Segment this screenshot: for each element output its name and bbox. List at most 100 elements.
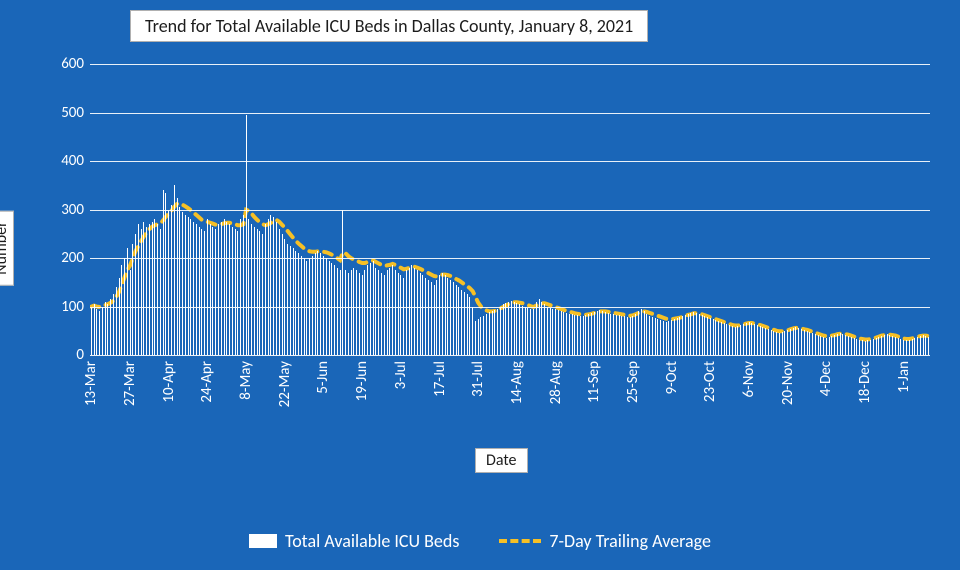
bar — [732, 326, 733, 355]
bar — [823, 337, 824, 355]
bar — [649, 316, 650, 355]
bar — [182, 212, 183, 355]
bar — [685, 315, 686, 355]
bar — [865, 341, 866, 355]
bar — [188, 217, 189, 355]
bar — [713, 319, 714, 355]
bar — [693, 312, 694, 355]
x-tick-label: 10-Apr — [160, 361, 178, 403]
bar — [779, 333, 780, 355]
legend-bar-label: Total Available ICU Beds — [285, 530, 459, 552]
bar — [340, 270, 341, 355]
bar — [599, 310, 600, 355]
bar — [754, 324, 755, 355]
bar — [492, 311, 493, 355]
bar — [472, 307, 473, 355]
bar — [925, 336, 926, 355]
bar — [707, 317, 708, 355]
bar — [837, 334, 838, 355]
bar — [610, 314, 611, 355]
bar — [201, 229, 202, 355]
bar — [663, 321, 664, 355]
bar — [323, 256, 324, 355]
bar — [867, 340, 868, 355]
bar — [434, 285, 435, 355]
bar — [580, 316, 581, 355]
bar — [818, 335, 819, 355]
bar — [464, 292, 465, 355]
bar — [91, 307, 92, 355]
bar — [533, 309, 534, 355]
y-tick-label: 100 — [61, 298, 84, 316]
bar — [735, 327, 736, 355]
x-tick-label: 24-Apr — [198, 361, 216, 403]
bar — [218, 224, 219, 355]
bar — [273, 217, 274, 355]
bar — [516, 303, 517, 355]
x-tick-label: 31-Jul — [469, 361, 487, 397]
bar — [519, 304, 520, 355]
bar — [749, 322, 750, 355]
bar — [583, 316, 584, 355]
bar — [422, 275, 423, 355]
bar — [475, 321, 476, 355]
bar — [503, 304, 504, 355]
bar — [884, 335, 885, 355]
y-tick-label: 600 — [61, 55, 84, 73]
bar — [406, 270, 407, 355]
bar — [226, 222, 227, 355]
bar — [480, 317, 481, 355]
x-tick-label: 20-Nov — [779, 361, 797, 405]
bar — [141, 229, 142, 355]
bar — [721, 322, 722, 355]
bar — [585, 315, 586, 355]
bar — [348, 273, 349, 355]
y-tick-label: 500 — [61, 104, 84, 122]
bar — [859, 340, 860, 356]
bar — [790, 329, 791, 355]
bar — [525, 307, 526, 355]
bar — [262, 234, 263, 355]
bar — [229, 224, 230, 355]
bar — [287, 244, 288, 355]
bar — [594, 312, 595, 355]
bar — [94, 304, 95, 355]
x-tick-label: 11-Sep — [585, 361, 603, 403]
bar — [652, 317, 653, 355]
gridline — [90, 210, 930, 211]
bar — [138, 224, 139, 355]
bar — [400, 275, 401, 355]
bar — [511, 301, 512, 355]
bar — [544, 304, 545, 355]
bar — [257, 229, 258, 355]
bar — [478, 319, 479, 355]
bar — [381, 273, 382, 355]
bar — [450, 280, 451, 355]
bar — [826, 338, 827, 355]
legend-line-label: 7-Day Trailing Average — [549, 530, 711, 552]
bar — [395, 270, 396, 355]
chart-title: Trend for Total Available ICU Beds in Da… — [130, 10, 648, 42]
x-tick-label: 22-May — [276, 361, 294, 407]
bar — [99, 311, 100, 355]
chart-container: Trend for Total Available ICU Beds in Da… — [0, 0, 960, 570]
bar — [889, 335, 890, 355]
bar — [295, 251, 296, 355]
bar — [497, 309, 498, 355]
bar — [483, 316, 484, 355]
y-axis-label: Number — [0, 210, 14, 285]
bar — [431, 282, 432, 355]
bar — [268, 219, 269, 355]
bar — [682, 316, 683, 355]
bar — [644, 311, 645, 355]
bar — [445, 275, 446, 355]
bar — [751, 323, 752, 355]
bar — [638, 311, 639, 355]
bar — [384, 275, 385, 355]
bar — [398, 273, 399, 355]
bar — [359, 273, 360, 355]
bar — [232, 227, 233, 355]
bar — [370, 263, 371, 355]
bar — [246, 115, 247, 355]
bar — [442, 273, 443, 355]
